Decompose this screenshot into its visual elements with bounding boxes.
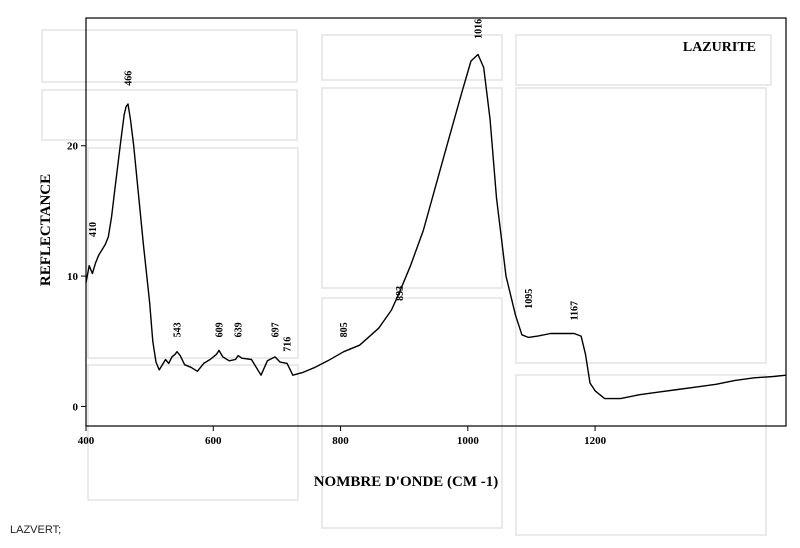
peak-label-716: 716: [283, 337, 294, 352]
caption-text: LAZVERT;: [10, 524, 62, 536]
peak-label-639: 639: [234, 322, 245, 337]
peak-label-805: 805: [339, 322, 350, 337]
y-tick-label: 10: [67, 271, 79, 283]
y-tick-label: 20: [67, 141, 79, 153]
peak-label-1167: 1167: [570, 301, 581, 320]
x-tick-label: 1200: [584, 435, 607, 447]
plot-frame: [85, 17, 787, 427]
peak-label-697: 697: [271, 322, 282, 337]
peak-label-1016: 1016: [474, 19, 485, 39]
x-axis-title: NOMBRE D'ONDE (CM -1): [314, 474, 499, 490]
x-tick-label: 800: [332, 435, 349, 447]
peak-label-410: 410: [88, 222, 99, 237]
x-tick-label: 400: [78, 435, 95, 447]
axis-ticks: [81, 145, 596, 431]
peak-label-466: 466: [124, 71, 135, 86]
peak-label-543: 543: [173, 322, 184, 337]
y-tick-label: 0: [73, 401, 79, 413]
peak-label-1095: 1095: [524, 289, 535, 309]
reflectance-series-line: [85, 53, 787, 400]
peak-label-893: 893: [395, 286, 406, 301]
x-tick-label: 600: [205, 435, 222, 447]
background-form: [41, 29, 772, 536]
peak-label-609: 609: [215, 322, 226, 337]
x-tick-label: 1000: [457, 435, 480, 447]
y-axis-title: REFLECTANCE: [38, 174, 54, 286]
chart-title: LAZURITE: [683, 40, 756, 55]
axis-tick-labels: 400 600 800 1000 1200 0 10 20: [67, 141, 607, 447]
